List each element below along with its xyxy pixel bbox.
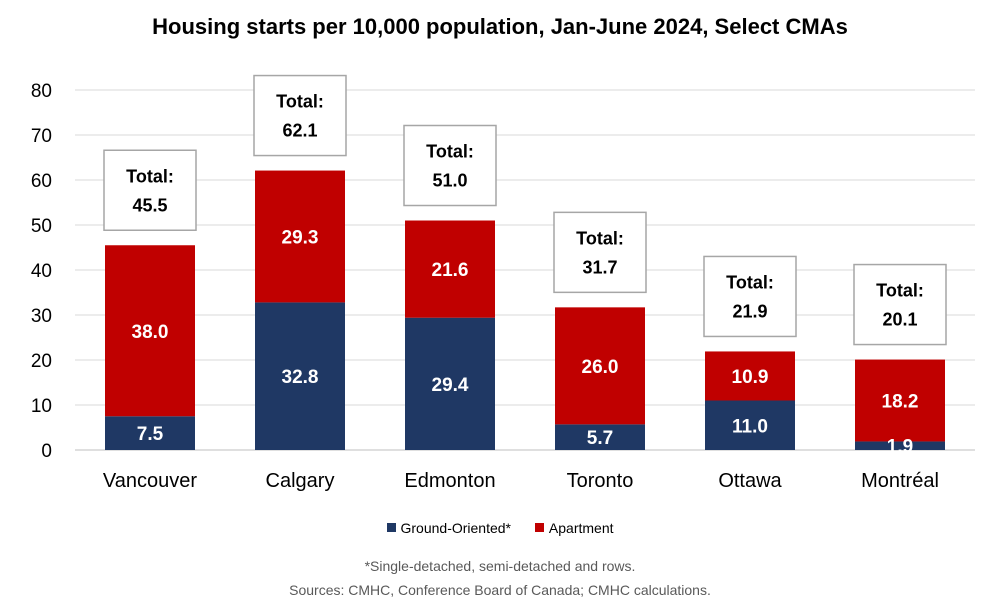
x-tick-label: Vancouver (103, 470, 197, 492)
footnote: *Single-detached, semi-detached and rows… (0, 554, 1000, 602)
bar-ground-oriented (405, 317, 495, 450)
x-tick-label: Montréal (861, 470, 939, 492)
total-heading: Total: (726, 272, 774, 292)
total-box (103, 149, 197, 231)
data-label-apartment: 26.0 (582, 357, 619, 378)
legend-swatch-apartment (534, 523, 544, 532)
data-label-apartment: 10.9 (732, 367, 769, 388)
legend-label-ground-oriented: Ground-Oriented* (400, 519, 512, 536)
bar-apartment (555, 307, 645, 425)
footnote-sources: Sources: CMHC, Conference Board of Canad… (289, 582, 711, 598)
total-box (853, 263, 947, 346)
bar-ground-oriented (255, 302, 345, 450)
total-heading: Total: (276, 92, 324, 112)
legend-item-ground-oriented: Ground-Oriented* (386, 519, 512, 536)
data-label-apartment: 29.3 (282, 227, 319, 248)
legend-swatch-ground-oriented (386, 523, 396, 532)
total-box (703, 255, 797, 338)
chart-title: Housing starts per 10,000 population, Ja… (152, 14, 848, 39)
total-value: 31.7 (582, 257, 617, 277)
bar-apartment (105, 245, 195, 417)
total-heading: Total: (126, 166, 174, 186)
data-label-ground-oriented: 29.4 (432, 375, 469, 396)
y-tick-label: 0 (41, 441, 52, 462)
bar-apartment (705, 351, 795, 401)
total-box (253, 74, 347, 157)
y-tick-label: 20 (31, 351, 52, 372)
data-label-ground-oriented: 11.0 (732, 416, 768, 437)
legend-label-apartment: Apartment (548, 519, 614, 536)
y-tick-label: 10 (31, 396, 52, 417)
y-tick-label: 60 (31, 171, 52, 192)
total-heading: Total: (576, 228, 624, 248)
data-label-apartment: 38.0 (132, 322, 169, 343)
total-box (553, 211, 647, 294)
total-value: 62.1 (282, 121, 317, 141)
y-tick-label: 30 (31, 306, 52, 327)
y-tick-label: 50 (31, 216, 52, 237)
x-axis-ticks: Vancouver Calgary Edmonton Toronto Ottawa Mon… (103, 470, 939, 492)
total-value: 51.0 (432, 171, 467, 191)
legend-item-apartment: Apartment (534, 519, 614, 536)
x-tick-label: Toronto (567, 470, 634, 492)
x-tick-label: Edmonton (404, 470, 495, 492)
bars (105, 170, 945, 450)
total-value: 21.9 (732, 301, 767, 321)
total-box (403, 124, 497, 207)
bar-apartment (255, 170, 345, 303)
bar-apartment (405, 220, 495, 318)
y-axis-ticks: 0 10 20 30 40 50 60 70 80 (31, 81, 52, 462)
bar-ground-oriented (105, 416, 195, 450)
total-value: 45.5 (132, 195, 167, 215)
data-label-apartment: 21.6 (432, 260, 469, 281)
footnote-definition: *Single-detached, semi-detached and rows… (364, 558, 636, 574)
total-heading: Total: (426, 142, 474, 162)
data-labels: 7.5 38.0 32.8 29.3 29.4 21.6 5.7 26.0 11.0 10.9 1.… (132, 227, 919, 457)
bar-ground-oriented (855, 441, 945, 450)
data-label-ground-oriented: 32.8 (282, 367, 319, 388)
total-value: 20.1 (882, 310, 917, 330)
total-callouts: Total: 45.5 Total: 62.1 Total: 51.0 Total: 31.7… (103, 74, 947, 346)
legend: Ground-Oriented* Apartment (0, 519, 1000, 536)
y-tick-label: 80 (31, 81, 52, 102)
gridlines (75, 89, 975, 451)
y-tick-label: 70 (31, 126, 52, 147)
bar-ground-oriented (555, 424, 645, 450)
x-tick-label: Ottawa (718, 470, 782, 492)
data-label-ground-oriented: 1.9 (887, 437, 913, 458)
x-tick-label: Calgary (266, 470, 335, 492)
data-label-ground-oriented: 5.7 (587, 428, 613, 449)
bar-ground-oriented (705, 400, 795, 450)
total-heading: Total: (876, 281, 924, 301)
bar-apartment (855, 359, 945, 442)
data-label-apartment: 18.2 (882, 392, 919, 413)
data-label-ground-oriented: 7.5 (137, 424, 164, 445)
y-tick-label: 40 (31, 261, 52, 282)
